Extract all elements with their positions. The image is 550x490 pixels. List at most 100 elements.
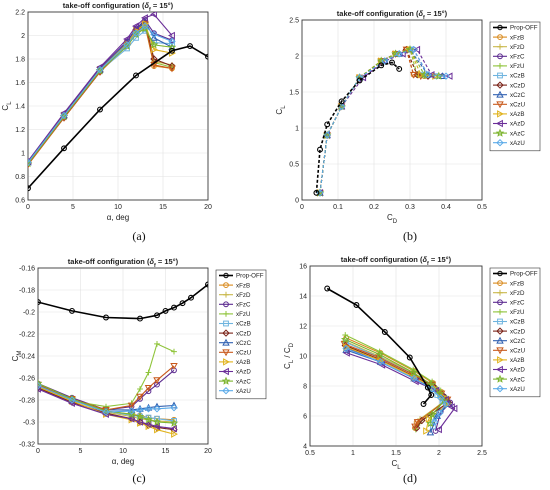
data-point <box>170 403 178 412</box>
legend-item-xFzB: xFzB <box>493 280 524 287</box>
legend-marker <box>223 291 229 298</box>
legend-marker <box>222 338 230 346</box>
legend-label: xAzC <box>236 378 251 385</box>
data-point <box>102 408 110 416</box>
y-tick-label: -0.3 <box>23 420 35 427</box>
legend-label: Prop-OFF <box>236 273 264 280</box>
data-point <box>171 304 177 311</box>
y-tick-label: 16 <box>299 264 307 271</box>
legend-label: xCzD <box>236 330 252 337</box>
y-tick-label: 1.2 <box>15 127 25 134</box>
legend-label: xAzU <box>510 386 525 393</box>
legend-label: xCzB <box>236 321 251 328</box>
legend-item-xCzU: xCzU <box>493 347 525 355</box>
data-point <box>426 379 436 389</box>
legend-marker <box>222 329 230 337</box>
legend-label: xAzB <box>510 111 524 118</box>
series-line <box>315 61 400 193</box>
legend-marker <box>495 374 505 383</box>
legend-label: xAzC <box>510 376 525 383</box>
data-point <box>324 121 331 128</box>
series-line <box>38 369 175 411</box>
y-tick-label: 1.4 <box>15 104 25 111</box>
x-axis-label: α, deg <box>112 457 134 466</box>
series-xAzU <box>28 22 176 167</box>
legend-marker <box>496 384 504 393</box>
data-point <box>434 71 444 80</box>
y-tick-label: -0.22 <box>19 332 35 339</box>
legend-marker <box>496 365 503 374</box>
data-point <box>150 30 158 39</box>
legend-marker <box>223 311 229 317</box>
x-tick-label: 0 <box>26 204 30 211</box>
y-tick-label: 2.2 <box>15 10 25 17</box>
legend-label: xFzC <box>510 300 525 307</box>
data-point <box>356 77 363 84</box>
data-point <box>442 72 450 80</box>
series-group <box>313 45 453 197</box>
series-xAzU <box>38 381 178 416</box>
legend-item-xFzU: xFzU <box>219 311 250 318</box>
data-point <box>154 341 160 347</box>
data-point <box>154 312 160 319</box>
data-point <box>28 185 31 192</box>
chart-panel-a: 0 5 10 15 20 0.6 0.8 1 1.2 1.4 1.6 1.8 2 2.2 take-off … <box>1 1 212 243</box>
legend-marker <box>496 81 504 89</box>
legend-item-xCzB: xCzB <box>219 320 251 328</box>
legend-marker <box>223 358 230 366</box>
legend-item-xCzB: xCzB <box>493 72 525 80</box>
data-point <box>408 367 418 377</box>
y-tick-label: 14 <box>299 294 307 301</box>
legend-item-xAzD: xAzD <box>493 365 525 374</box>
y-tick-label: 0 <box>295 198 299 205</box>
y-tick-label: 0.8 <box>15 174 25 181</box>
x-tick-label: 1.5 <box>391 450 401 457</box>
data-point <box>442 400 450 408</box>
x-tick-label: 0.2 <box>369 204 379 211</box>
legend-item-xAzU: xAzU <box>493 138 525 147</box>
legend-marker <box>497 34 503 40</box>
chart-title: take-off configuration (δf = 15°) <box>68 257 179 269</box>
legend-marker <box>497 299 503 306</box>
data-point <box>144 415 153 424</box>
data-point <box>437 394 445 402</box>
data-point <box>151 45 158 54</box>
x-tick-label: 0.1 <box>333 204 343 211</box>
chart-panel-d: 0.5 1 1.5 2 2.5 4 6 8 10 12 14 16 take-off configura… <box>283 255 541 485</box>
data-point <box>375 349 384 359</box>
legend-label: xFzD <box>236 292 251 299</box>
data-point <box>313 189 320 196</box>
y-tick-label: 1.5 <box>289 90 299 97</box>
legend-item-xCzD: xCzD <box>219 329 252 337</box>
data-point <box>137 315 143 322</box>
x-tick-label: 0 <box>36 448 40 455</box>
legend-label: xCzU <box>236 350 251 357</box>
data-point <box>395 50 403 58</box>
data-point <box>69 307 75 314</box>
data-point <box>378 62 385 69</box>
x-axis-label: α, deg <box>107 213 129 222</box>
legend-label: xFzB <box>510 34 524 41</box>
y-axis-label: CL / CD <box>283 342 295 369</box>
data-point <box>144 385 153 392</box>
y-tick-label: -0.26 <box>19 376 35 383</box>
legend-marker <box>222 386 230 395</box>
data-point <box>423 427 431 435</box>
data-point <box>317 146 323 153</box>
legend-label: xFzD <box>510 44 525 51</box>
data-point <box>135 411 145 421</box>
data-point <box>132 29 140 37</box>
data-point <box>127 409 136 418</box>
x-tick-label: 20 <box>204 204 212 211</box>
legend-item-xAzC: xAzC <box>493 374 525 383</box>
legend-item-xAzB: xAzB <box>493 110 524 118</box>
legend-label: xCzB <box>510 319 525 326</box>
y-tick-label: -0.16 <box>19 266 35 273</box>
data-point <box>136 393 144 401</box>
legend-marker <box>497 24 503 31</box>
data-point <box>145 369 152 376</box>
data-point <box>127 414 135 423</box>
data-point <box>141 22 149 30</box>
data-point <box>409 71 418 79</box>
data-point <box>450 404 458 413</box>
